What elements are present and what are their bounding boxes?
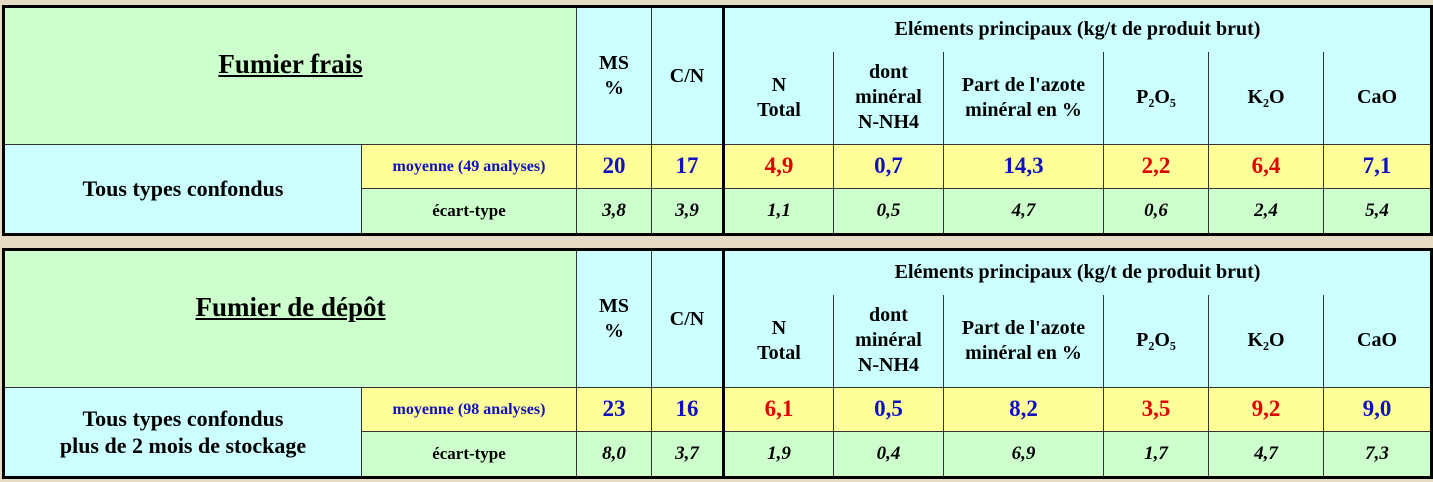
subheader-row: N Total dont minéral N-NH4 Part de l'azote min… [4, 51, 1433, 145]
column-header: C/N [651, 6, 724, 145]
mean-row: Tous types confondus moyenne (49 analyses… [3, 144, 1433, 235]
header-line: CaO [1357, 329, 1398, 352]
row-label: Tous types confondus [3, 144, 362, 235]
header-line: Part de l'azote [961, 316, 1086, 339]
mean-value: 8,2 [943, 387, 1104, 432]
mean-label: moyenne (98 analyses) [361, 387, 577, 432]
mean-value: 16 [651, 387, 724, 432]
row-label: Tous types confondus plus de 2 mois de st… [3, 387, 362, 478]
label-line: Tous types confondus [82, 405, 284, 431]
data-table: Fumier frais MS% C/N Eléments principaux (k… [2, 5, 1433, 236]
label-line: Tous types confondus [82, 176, 284, 202]
sd-value: 0,4 [833, 431, 944, 478]
header-line: N [771, 73, 787, 96]
header-line: % [604, 320, 624, 342]
header-row: Fumier de dépôt MS% C/N Eléments principaux… [3, 249, 1433, 388]
header-line: minéral en % [965, 341, 1082, 364]
sd-value: 7,3 [1322, 431, 1433, 478]
column-header: MS% [576, 249, 652, 388]
sd-value: 1,1 [722, 188, 834, 235]
mean-value: 3,5 [1103, 387, 1209, 432]
header-line: MS [599, 295, 629, 317]
header-line: Part de l'azote [961, 73, 1086, 96]
header-line: Total [757, 341, 801, 364]
header-line: minéral en % [965, 98, 1082, 121]
column-header: dont minéral N-NH4 [833, 51, 944, 145]
mean-value: 17 [651, 144, 724, 189]
subheader-row: N Total dont minéral N-NH4 Part de l'azote min… [4, 294, 1433, 388]
label-line: plus de 2 mois de stockage [59, 433, 307, 458]
sd-value: 1,7 [1103, 431, 1209, 478]
column-header: P₂O₅ [1103, 51, 1209, 145]
mean-value: 9,2 [1208, 387, 1324, 432]
header-line: N-NH4 [857, 111, 920, 134]
sd-value: 3,8 [576, 188, 652, 235]
header-line: N [771, 316, 787, 339]
column-header: P₂O₅ [1103, 294, 1209, 388]
mean-label: moyenne (49 analyses) [361, 144, 577, 189]
mean-value: 4,9 [722, 144, 834, 189]
mean-row: Tous types confondus plus de 2 mois de st… [3, 387, 1433, 478]
header-line: N-NH4 [857, 354, 920, 377]
header-line: K₂O [1247, 329, 1285, 352]
group-header: Eléments principaux (kg/t de produit bru… [721, 249, 1433, 295]
sd-value: 2,4 [1208, 188, 1324, 235]
header-line: C/N [669, 307, 705, 330]
sd-label: écart-type [361, 188, 577, 235]
table-title: Fumier de dépôt [3, 249, 577, 388]
column-header: N Total [722, 294, 834, 388]
mean-value: 7,1 [1322, 144, 1433, 189]
mean-value: 9,0 [1322, 387, 1433, 432]
mean-value: 14,3 [943, 144, 1104, 189]
column-header: N Total [722, 51, 834, 145]
header-row: Fumier frais MS% C/N Eléments principaux (k… [3, 6, 1433, 145]
header-line: dont [869, 61, 908, 84]
sd-value: 3,7 [651, 431, 724, 478]
mean-value: 20 [576, 144, 652, 189]
mean-value: 6,1 [722, 387, 834, 432]
header-line: C/N [669, 64, 705, 87]
sd-value: 3,9 [651, 188, 724, 235]
header-line: minéral [855, 329, 922, 352]
column-header: dont minéral N-NH4 [833, 294, 944, 388]
mean-value: 6,4 [1208, 144, 1324, 189]
header-line: Total [757, 98, 801, 121]
header-line: P₂O₅ [1136, 86, 1176, 109]
column-header: MS% [576, 6, 652, 145]
column-header: C/N [651, 249, 724, 388]
header-line: minéral [855, 86, 922, 109]
header-line: CaO [1357, 86, 1398, 109]
mean-value: 2,2 [1103, 144, 1209, 189]
header-line: P₂O₅ [1136, 329, 1176, 352]
sd-value: 1,9 [722, 431, 834, 478]
column-header: K₂O [1208, 294, 1324, 388]
sd-row: écart-type 3,8 3,9 1,1 0,5 4,7 0,6 2,4 5,4 [4, 188, 1433, 235]
sd-value: 0,5 [833, 188, 944, 235]
header-line: dont [869, 304, 908, 327]
sd-label: écart-type [361, 431, 577, 478]
header-line: MS [599, 52, 629, 74]
column-header: Part de l'azote minéral en % [943, 51, 1104, 145]
table-title: Fumier frais [3, 6, 577, 145]
column-header: CaO [1322, 294, 1433, 388]
sd-value: 4,7 [1208, 431, 1324, 478]
column-header: CaO [1322, 51, 1433, 145]
sd-value: 0,6 [1103, 188, 1209, 235]
column-header: Part de l'azote minéral en % [943, 294, 1104, 388]
mean-value: 23 [576, 387, 652, 432]
sd-value: 6,9 [943, 431, 1104, 478]
header-line: K₂O [1247, 86, 1285, 109]
column-header: K₂O [1208, 51, 1324, 145]
mean-value: 0,5 [833, 387, 944, 432]
sd-row: écart-type 8,0 3,7 1,9 0,4 6,9 1,7 4,7 7,3 [4, 431, 1433, 478]
data-table: Fumier de dépôt MS% C/N Eléments principaux… [2, 248, 1433, 479]
group-header: Eléments principaux (kg/t de produit bru… [721, 6, 1433, 52]
sd-value: 8,0 [576, 431, 652, 478]
sd-value: 5,4 [1322, 188, 1433, 235]
header-line: % [604, 77, 624, 99]
sd-value: 4,7 [943, 188, 1104, 235]
mean-value: 0,7 [833, 144, 944, 189]
